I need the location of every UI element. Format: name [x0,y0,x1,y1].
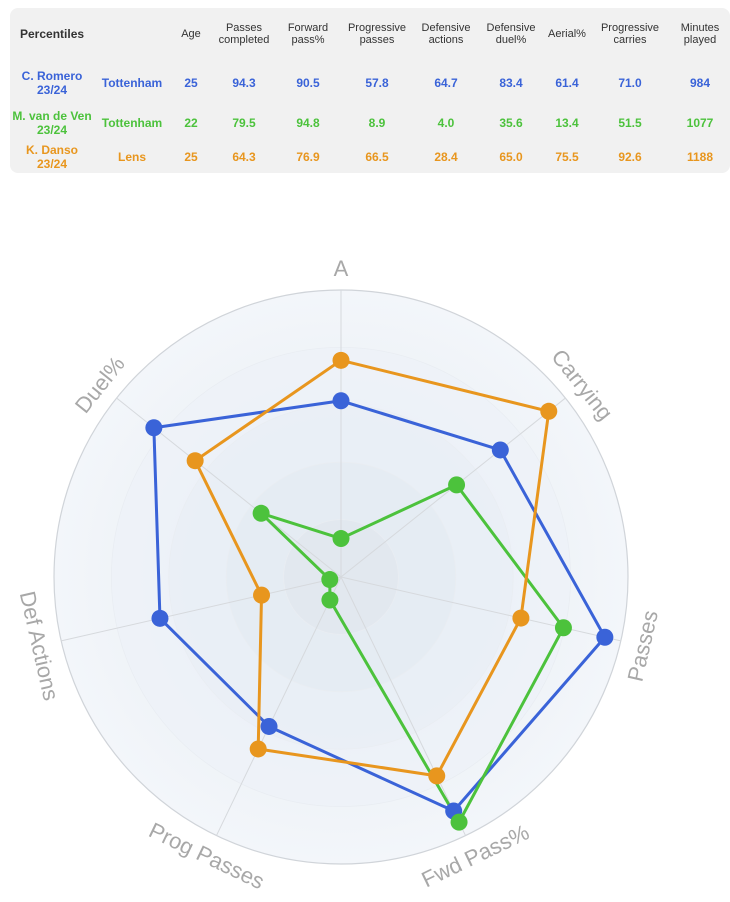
radar-data-point [332,392,350,410]
team-cell: Tottenham [101,76,163,90]
header-defensive-duel: Defensive duel% [486,22,536,46]
radar-data-point [151,609,169,627]
radar-spoke [340,576,466,836]
stat-cell: 13.4 [555,116,579,130]
stat-cell: 64.7 [434,76,458,90]
stat-cell: 51.5 [618,116,642,130]
stat-cell: 1188 [686,150,714,164]
radar-spoke [340,576,621,642]
player-name-cell: C. Romero 23/24 [21,69,83,97]
stat-cell: 90.5 [296,76,320,90]
player-name-cell: M. van de Ven 23/24 [12,109,92,137]
radar-data-point [249,740,267,758]
stat-cell: 984 [689,76,711,90]
header-age: Age [181,28,201,40]
radar-data-point [554,619,572,637]
radar-data-point [321,571,339,589]
radar-data-point [321,591,339,609]
radar-data-point [332,530,350,548]
radar-data-point [186,452,204,470]
header-progressive-passes: Progressive passes [347,22,407,46]
team-cell: Tottenham [101,116,163,130]
radar-data-point [596,628,614,646]
table-row: K. Danso 23/24 Lens 25 64.3 76.9 66.5 28.4 65.0… [10,140,730,173]
radar-data-point [332,351,350,369]
age-cell: 25 [184,150,198,164]
header-progressive-carries: Progressive carries [600,22,660,46]
stat-cell: 4.0 [437,116,455,130]
radar-spoke [61,576,342,642]
stat-cell: 1077 [686,116,714,130]
percentiles-table: Percentiles Age Passes completed Forward… [10,8,730,173]
stat-cell: 92.6 [618,150,642,164]
stat-cell: 83.4 [499,76,523,90]
header-minutes-played: Minutes played [680,22,720,46]
radar-series-line [193,358,551,778]
stat-cell: 66.5 [365,150,389,164]
stat-cell: 65.0 [499,150,523,164]
stat-cell: 35.6 [499,116,523,130]
radar-data-point [253,586,271,604]
radar-data-point [252,504,270,522]
radar-data-point [450,813,468,831]
team-cell: Lens [117,150,146,164]
radar-series-line [152,399,607,813]
stat-cell: 57.8 [365,76,389,90]
radar-axis-label: A [334,256,349,281]
stat-cell: 28.4 [434,150,458,164]
radar-chart: A Carrying Passes Fwd Pass% Prog Passes Def A… [0,195,730,897]
header-passes-completed: Passes completed [218,22,270,46]
age-cell: 25 [184,76,198,90]
radar-data-point [428,767,446,785]
stat-cell: 94.8 [296,116,320,130]
percentiles-table-card: Percentiles Age Passes completed Forward… [10,8,730,173]
radar-data-point [448,476,466,494]
radar-series-line [259,483,565,824]
radar-data-point [145,419,163,437]
header-team [94,8,170,60]
stat-cell: 8.9 [368,116,386,130]
radar-axis-label: Passes [623,608,663,684]
table-row: C. Romero 23/24 Tottenham 25 94.3 90.5 57.8 64… [10,60,730,106]
stat-cell: 79.5 [232,116,256,130]
header-percentiles: Percentiles [20,27,85,41]
header-defensive-actions: Defensive actions [421,22,471,46]
radar-data-point [540,402,558,420]
stat-cell: 64.3 [232,150,256,164]
stat-cell: 71.0 [618,76,642,90]
player-name-cell: K. Danso 23/24 [25,143,78,171]
header-aerial: Aerial% [548,28,586,40]
stat-cell: 94.3 [232,76,256,90]
table-header-row: Percentiles Age Passes completed Forward… [10,8,730,60]
stat-cell: 75.5 [555,150,579,164]
age-cell: 22 [184,116,198,130]
radar-spoke [216,576,342,836]
header-forward-pass: Forward pass% [287,22,329,46]
stat-cell: 61.4 [555,76,579,90]
stat-cell: 76.9 [296,150,320,164]
table-row: M. van de Ven 23/24 Tottenham 22 79.5 94.8 8.… [10,106,730,140]
radar-data-point [260,717,278,735]
radar-data-point [491,441,509,459]
radar-data-point [512,609,530,627]
